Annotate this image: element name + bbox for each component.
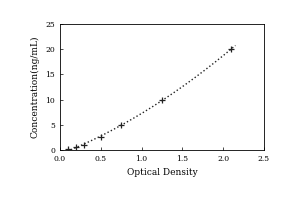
- Y-axis label: Concentration(ng/mL): Concentration(ng/mL): [31, 36, 40, 138]
- X-axis label: Optical Density: Optical Density: [127, 168, 197, 177]
